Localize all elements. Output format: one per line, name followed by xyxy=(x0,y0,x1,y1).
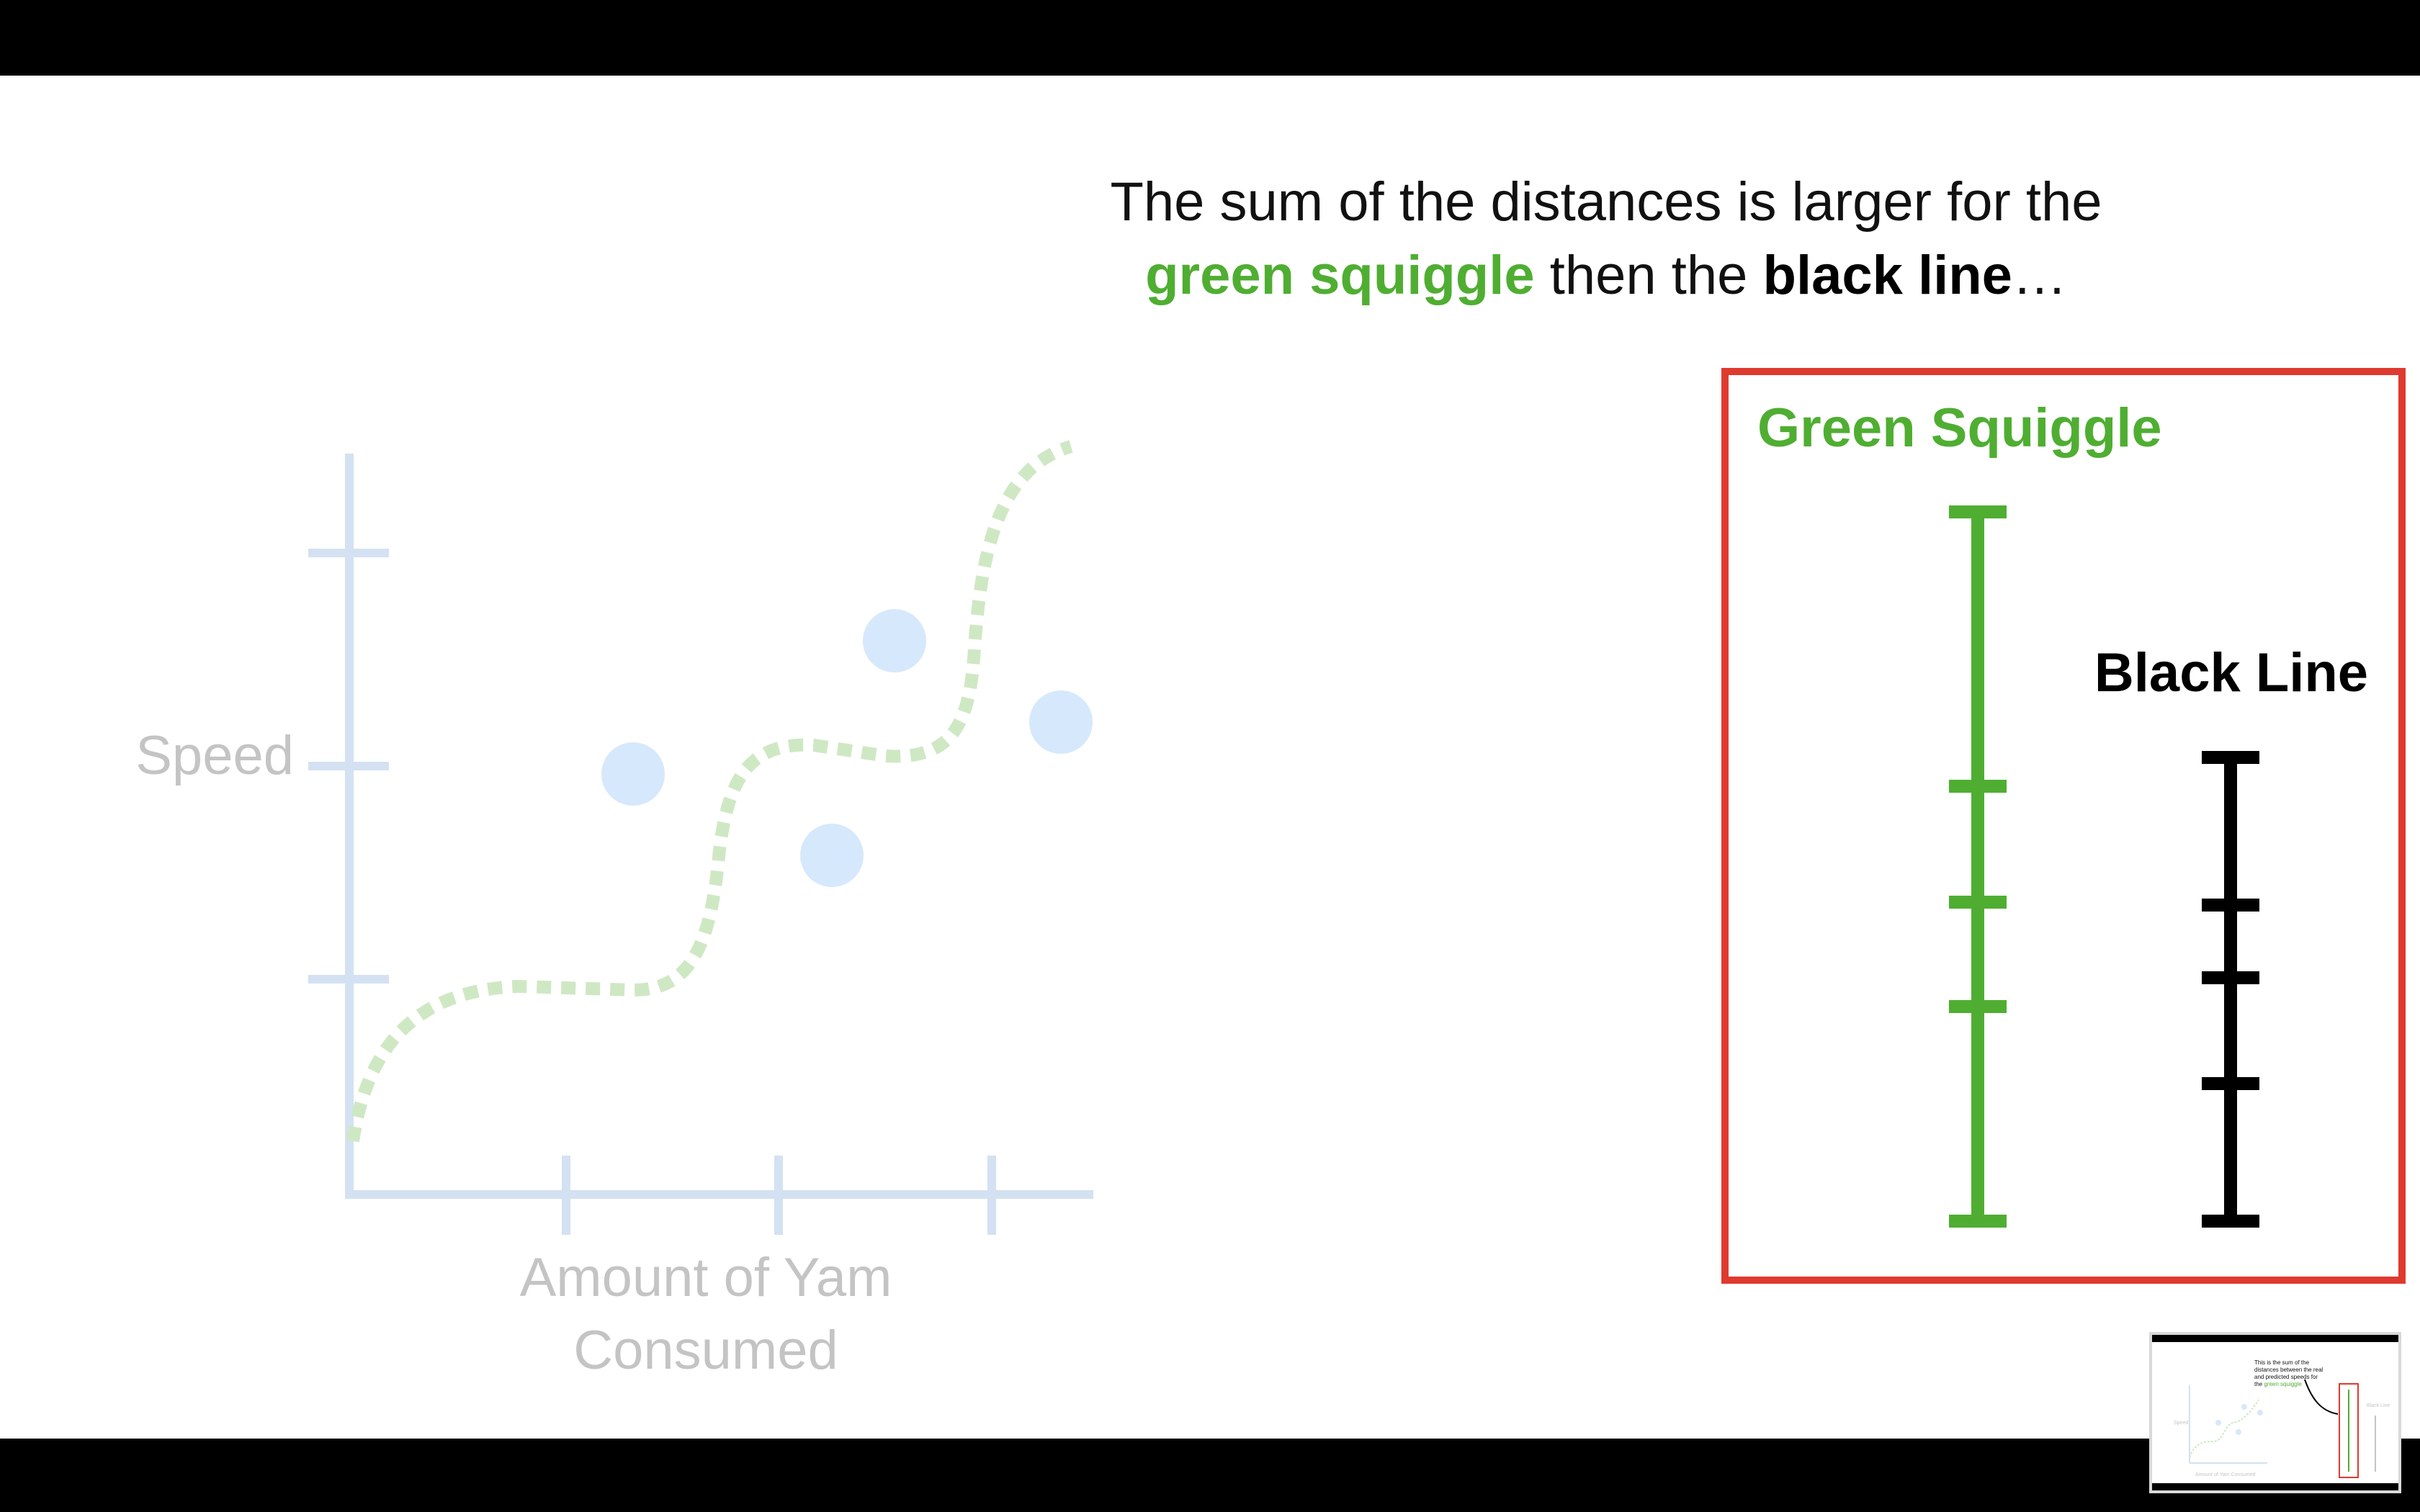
green-squiggle-label: Green Squiggle xyxy=(1757,397,2162,459)
x-axis-label-line-1: Amount of Yam xyxy=(520,1247,892,1308)
thumbnail-y-label: Speed xyxy=(2174,1421,2188,1426)
caption-green-squiggle: green squiggle xyxy=(1145,245,1535,306)
data-point xyxy=(1029,690,1093,754)
x-axis-label-line-2: Consumed xyxy=(573,1320,838,1381)
black-line-label: Black Line xyxy=(2094,642,2368,703)
y-axis-label: Speed xyxy=(135,725,294,786)
comparison-panel xyxy=(1721,368,2406,1284)
caption-ellipsis: … xyxy=(2012,245,2067,306)
thumbnail-bottom-bar xyxy=(2152,1483,2398,1490)
data-point xyxy=(800,824,864,887)
caption-then-the: then the xyxy=(1534,245,1763,306)
green-distance-stack xyxy=(1949,505,2007,1228)
thumbnail-caption-plain: This is the sum of the distances between… xyxy=(2254,1359,2323,1387)
data-point xyxy=(863,609,926,672)
thumbnail-black-label: Black Line xyxy=(2367,1403,2390,1408)
caption-line-2: green squiggle then the black line… xyxy=(936,239,2276,312)
thumbnail-top-bar xyxy=(2152,1335,2398,1342)
slide-canvas xyxy=(0,76,2420,1439)
caption-black-line: black line xyxy=(1762,245,2012,306)
thumbnail-x-label: Amount of Yam Consumed xyxy=(2195,1472,2256,1477)
caption-line-1: The sum of the distances is larger for t… xyxy=(1110,171,2102,233)
faded-axes xyxy=(308,454,1093,1235)
slide-caption: The sum of the distances is larger for t… xyxy=(936,166,2276,312)
black-distance-stack xyxy=(2202,751,2259,1228)
slide-thumbnail-preview[interactable]: This is the sum of the distances between… xyxy=(2149,1332,2401,1493)
thumbnail-caption: This is the sum of the distances between… xyxy=(2254,1359,2326,1388)
faded-green-squiggle xyxy=(346,440,1073,1143)
faded-data-points xyxy=(601,609,1093,887)
thumbnail-diagram: Speed Amount of Yam Consumed Black Line xyxy=(2174,1379,2390,1478)
thumbnail-caption-green: green squiggle xyxy=(2264,1381,2302,1387)
data-point xyxy=(601,742,665,806)
